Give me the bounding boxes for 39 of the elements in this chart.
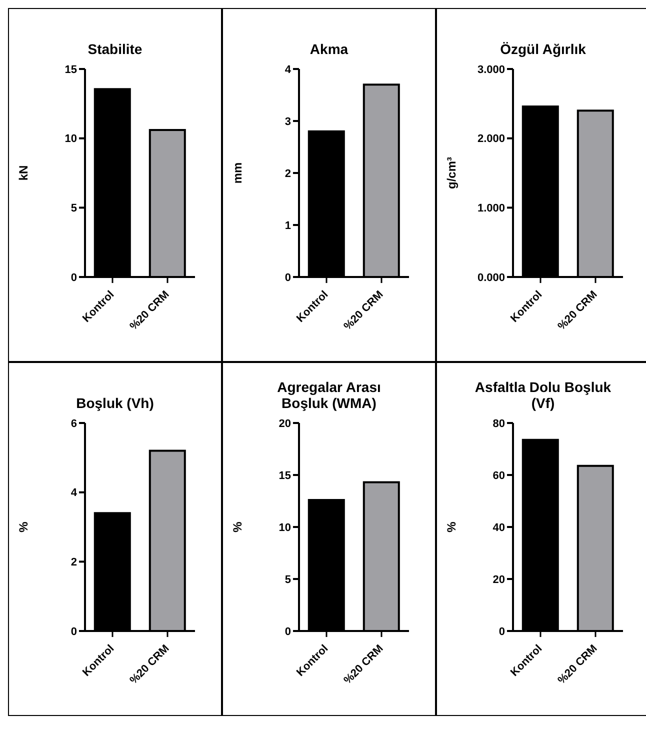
y-tick-label: 3	[284, 116, 291, 128]
y-tick-label: 2.000	[477, 133, 505, 146]
chart-title: Akma	[308, 40, 350, 57]
chart-title: Boşluk (Vh)	[75, 394, 155, 411]
y-tick-label: 15	[64, 64, 77, 76]
y-tick-label: 1	[284, 220, 291, 232]
y-tick-label: 20	[278, 418, 291, 430]
y-tick-label: 2	[70, 556, 77, 569]
y-tick-label: 10	[64, 133, 77, 146]
y-tick-label: 80	[492, 418, 505, 430]
y-axis-title: %	[16, 521, 30, 532]
chart-title: Agregalar Arası Boşluk (WMA)	[276, 378, 382, 411]
chart-title: Stabilite	[86, 40, 144, 57]
y-tick-label: 0	[498, 626, 505, 638]
y-axis-title: mm	[230, 162, 244, 184]
y-tick-label: 40	[492, 522, 505, 534]
y-tick-label: 0	[70, 272, 77, 284]
y-tick-label: 15	[278, 470, 291, 482]
y-tick-label: 60	[492, 470, 505, 482]
y-tick-label: 0	[70, 626, 77, 638]
y-tick-label: 3.000	[477, 64, 505, 76]
y-tick-label: 5	[70, 202, 77, 215]
y-axis-title: g/cm³	[444, 156, 458, 190]
y-tick-label: 10	[278, 522, 291, 534]
y-tick-label: 5	[284, 574, 291, 586]
y-tick-label: 1.000	[477, 202, 505, 215]
y-tick-label: 2	[284, 168, 291, 180]
y-tick-label: 4	[70, 487, 78, 500]
y-tick-label: 0	[284, 272, 291, 284]
y-tick-label: 6	[70, 418, 77, 430]
y-axis-title: kN	[16, 165, 30, 181]
chart-title: Özgül Ağırlık	[499, 40, 587, 57]
y-axis-title: %	[230, 521, 244, 532]
y-tick-label: 0	[284, 626, 291, 638]
y-tick-label: 4	[284, 64, 292, 76]
y-tick-label: 20	[492, 574, 505, 586]
y-axis-title: %	[444, 521, 458, 532]
y-tick-label: 0.000	[477, 272, 505, 284]
chart-title: Asfaltla Dolu Boşluk (Vf)	[474, 378, 612, 411]
